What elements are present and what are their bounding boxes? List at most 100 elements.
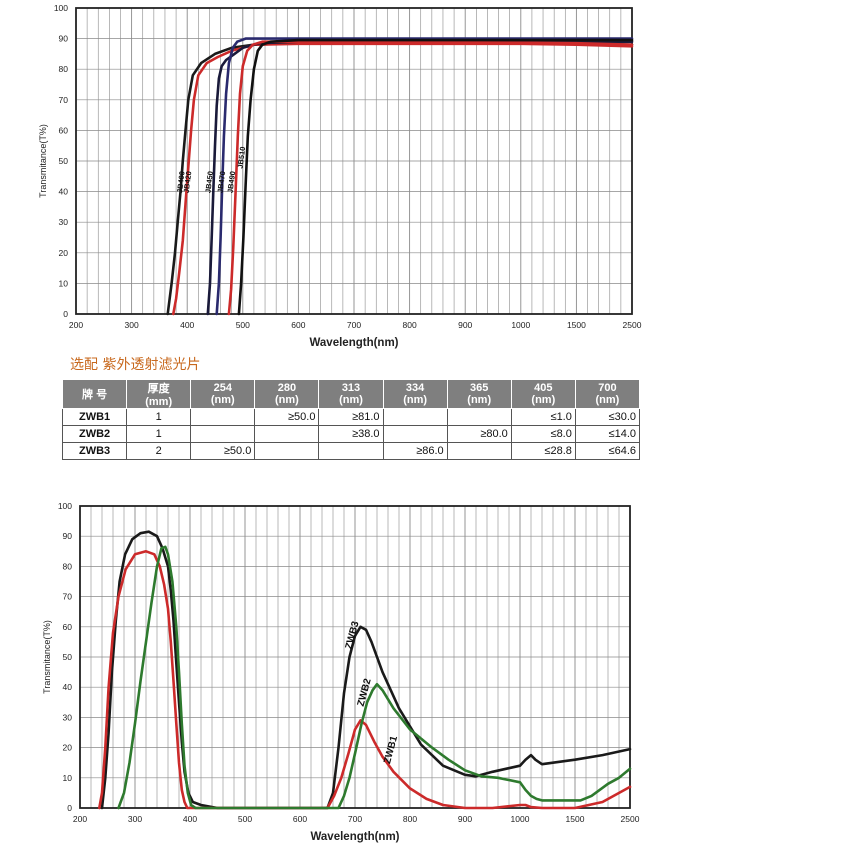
cell-280: ≥50.0 bbox=[254, 408, 320, 426]
cell-254 bbox=[190, 425, 256, 443]
x-tick-label: 300 bbox=[128, 814, 142, 824]
table-header-row: 牌 号 厚度 (mm) 254 (nm) 280 (nm) 313 (nm) 334 (n… bbox=[61, 379, 641, 409]
header-model: 牌 号 bbox=[61, 379, 128, 409]
header-thickness: 厚度 (mm) bbox=[126, 379, 192, 409]
series-line-jb470 bbox=[215, 37, 634, 316]
cell-model: ZWB2 bbox=[61, 425, 128, 443]
table-row: ZWB3 2 ≥50.0 ≥86.0 ≤28.8 ≤64.6 bbox=[61, 442, 641, 460]
y-tick-label: 100 bbox=[54, 3, 68, 13]
x-axis-label: Wavelength(nm) bbox=[309, 337, 398, 349]
y-axis-label: Transmitance(T%) bbox=[42, 620, 52, 694]
x-tick-label: 2500 bbox=[623, 320, 642, 330]
y-tick-label: 70 bbox=[59, 95, 69, 105]
x-tick-label: 900 bbox=[458, 320, 472, 330]
plot-frame bbox=[79, 505, 631, 809]
y-tick-label: 50 bbox=[59, 156, 69, 166]
series-label-jb490: JB490 bbox=[226, 171, 238, 194]
cell-405: ≤8.0 bbox=[510, 425, 576, 443]
cell-313 bbox=[318, 442, 384, 460]
series-label-zwb3: ZWB3 bbox=[344, 620, 362, 651]
x-tick-label: 2500 bbox=[621, 814, 640, 824]
uv-filter-chart: 0 10 20 30 40 50 60 70 80 90 100 200 300 400 500 600 700… bbox=[42, 501, 640, 843]
cell-405: ≤28.8 bbox=[510, 442, 576, 460]
cell-313: ≥38.0 bbox=[318, 425, 384, 443]
series-line-jb420 bbox=[172, 42, 634, 316]
cell-700: ≤30.0 bbox=[574, 408, 641, 426]
plot-frame bbox=[75, 7, 633, 315]
y-tick-label: 90 bbox=[59, 34, 69, 44]
y-tick-label: 30 bbox=[59, 217, 69, 227]
x-tick-label: 800 bbox=[403, 814, 417, 824]
cell-model: ZWB1 bbox=[61, 408, 128, 426]
cutoff-filter-chart: 0 10 20 30 40 50 60 70 80 90 100 200 300 400 500 600 700… bbox=[38, 3, 642, 349]
y-tick-label: 40 bbox=[63, 682, 73, 692]
cell-700: ≤64.6 bbox=[574, 442, 641, 460]
y-tick-label: 20 bbox=[59, 248, 69, 258]
series-label-zwb1: ZWB1 bbox=[382, 734, 400, 765]
series-label-jb450: JB450 bbox=[203, 171, 215, 194]
x-tick-label: 400 bbox=[180, 320, 194, 330]
header-700: 700 (nm) bbox=[574, 379, 641, 409]
x-tick-label: 1500 bbox=[567, 320, 586, 330]
cell-thickness: 2 bbox=[126, 442, 192, 460]
y-tick-label: 0 bbox=[67, 803, 72, 813]
y-tick-label: 80 bbox=[59, 64, 69, 74]
cell-334 bbox=[382, 408, 448, 426]
header-334: 334 (nm) bbox=[382, 379, 448, 409]
y-tick-label: 60 bbox=[63, 622, 73, 632]
header-313: 313 (nm) bbox=[318, 379, 384, 409]
section-title: 选配 紫外透射滤光片 bbox=[70, 357, 201, 373]
y-tick-label: 60 bbox=[59, 125, 69, 135]
series-line-zwb2 bbox=[117, 545, 632, 810]
cell-365: ≥80.0 bbox=[446, 425, 512, 443]
cell-334: ≥86.0 bbox=[382, 442, 448, 460]
y-tick-label: 100 bbox=[58, 501, 72, 511]
cell-280 bbox=[254, 425, 320, 443]
header-365: 365 (nm) bbox=[446, 379, 512, 409]
cell-334 bbox=[382, 425, 448, 443]
y-tick-label: 30 bbox=[63, 712, 73, 722]
x-axis-label: Wavelength(nm) bbox=[310, 831, 399, 843]
y-tick-label: 10 bbox=[59, 278, 69, 288]
x-tick-label: 600 bbox=[293, 814, 307, 824]
header-280: 280 (nm) bbox=[254, 379, 320, 409]
x-tick-label: 800 bbox=[403, 320, 417, 330]
table-row: ZWB1 1 ≥50.0 ≥81.0 ≤1.0 ≤30.0 bbox=[61, 408, 641, 426]
y-tick-label: 40 bbox=[59, 187, 69, 197]
y-tick-label: 80 bbox=[63, 561, 73, 571]
x-tick-label: 300 bbox=[125, 320, 139, 330]
y-tick-label: 10 bbox=[63, 773, 73, 783]
header-254: 254 (nm) bbox=[190, 379, 256, 409]
cell-700: ≤14.0 bbox=[574, 425, 641, 443]
cell-365 bbox=[446, 442, 512, 460]
y-tick-label: 20 bbox=[63, 743, 73, 753]
series-line-jb450 bbox=[206, 40, 634, 316]
table-row: ZWB2 1 ≥38.0 ≥80.0 ≤8.0 ≤14.0 bbox=[61, 425, 641, 443]
y-tick-label: 90 bbox=[63, 531, 73, 541]
x-tick-label: 700 bbox=[348, 814, 362, 824]
cell-254: ≥50.0 bbox=[190, 442, 256, 460]
cell-313: ≥81.0 bbox=[318, 408, 384, 426]
header-405: 405 (nm) bbox=[510, 379, 576, 409]
x-tick-label: 900 bbox=[458, 814, 472, 824]
x-tick-label: 200 bbox=[73, 814, 87, 824]
cell-280 bbox=[254, 442, 320, 460]
series-line-jb490 bbox=[227, 40, 634, 316]
x-tick-label: 200 bbox=[69, 320, 83, 330]
uv-filter-spec-table: 牌 号 厚度 (mm) 254 (nm) 280 (nm) 313 (nm) 334 (n… bbox=[61, 379, 641, 460]
cell-thickness: 1 bbox=[126, 408, 192, 426]
x-tick-label: 1500 bbox=[566, 814, 585, 824]
cell-254 bbox=[190, 408, 256, 426]
x-tick-label: 400 bbox=[183, 814, 197, 824]
cell-thickness: 1 bbox=[126, 425, 192, 443]
y-tick-label: 50 bbox=[63, 652, 73, 662]
y-tick-label: 0 bbox=[63, 309, 68, 319]
x-tick-label: 1000 bbox=[511, 320, 530, 330]
series-label-jb420: JB420 bbox=[182, 171, 194, 194]
x-tick-label: 500 bbox=[238, 814, 252, 824]
series-label-jb400: JB400 bbox=[175, 171, 187, 194]
x-tick-label: 500 bbox=[236, 320, 250, 330]
cell-model: ZWB3 bbox=[61, 442, 128, 460]
series-line-jb510 bbox=[237, 38, 634, 316]
series-label-jb510: JB510 bbox=[236, 146, 248, 169]
